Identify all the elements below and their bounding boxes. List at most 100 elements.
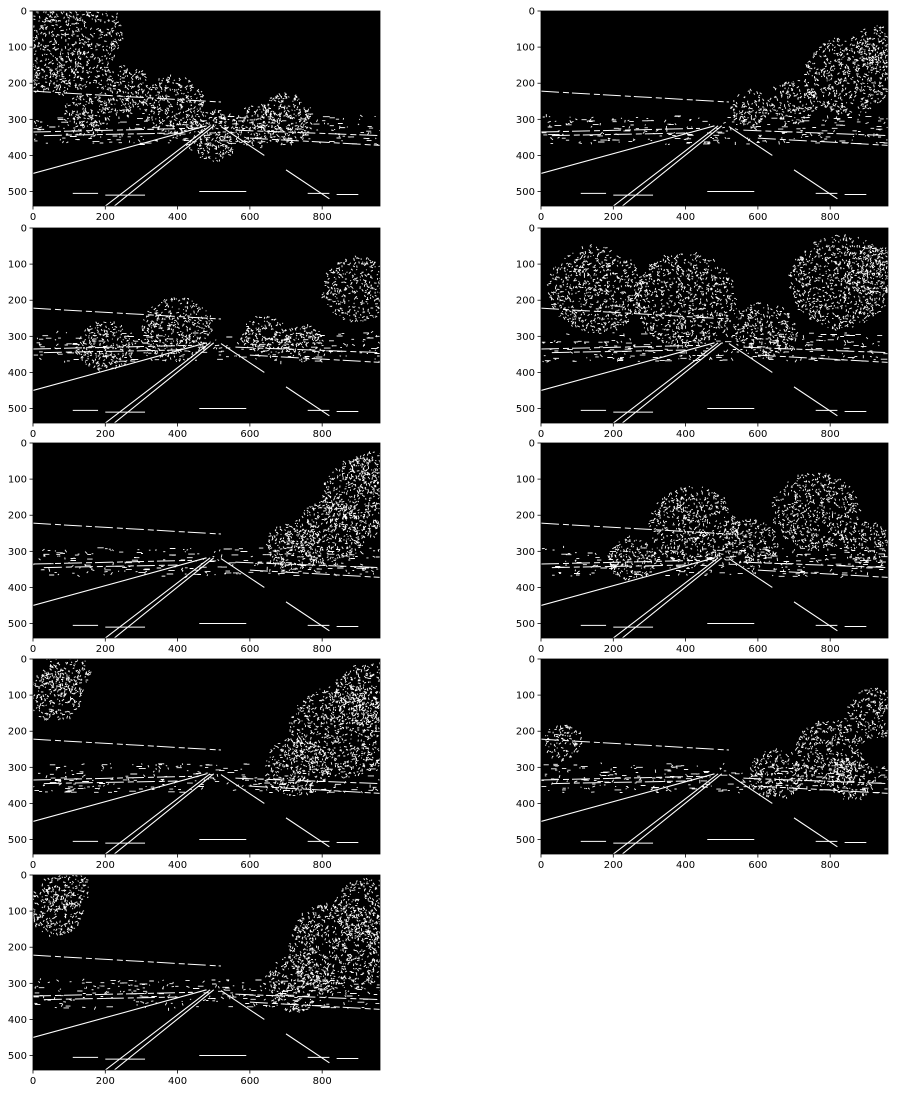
x-tick-label: 600 [748, 429, 767, 440]
x-tick-label: 200 [96, 429, 115, 440]
x-tick-label: 600 [240, 429, 259, 440]
x-tick-label: 0 [30, 212, 36, 223]
x-tick-label: 200 [604, 644, 623, 655]
edge-pixels [33, 875, 380, 1070]
y-tick-label: 200 [8, 943, 27, 954]
panel-image-background [541, 659, 888, 854]
edge-panel-1: 0 200 400 600 800 0 100 200 300 400 500 [8, 7, 381, 223]
y-tick-label: 0 [529, 224, 535, 235]
y-tick-label: 500 [8, 404, 27, 415]
x-tick-label: 800 [821, 212, 840, 223]
x-tick-label: 400 [676, 212, 695, 223]
x-tick-label: 200 [604, 860, 623, 871]
y-tick-label: 100 [516, 691, 535, 702]
x-tick-label: 800 [313, 212, 332, 223]
y-tick-label: 100 [8, 260, 27, 271]
panel-image-background [33, 228, 380, 423]
axes-frame [540, 442, 889, 639]
y-tick-label: 100 [8, 907, 27, 918]
axes-frame [32, 658, 381, 855]
x-tick-label: 200 [96, 212, 115, 223]
y-tick-label: 400 [516, 151, 535, 162]
y-tick-label: 300 [516, 763, 535, 774]
panel-image-background [33, 11, 380, 206]
edge-panel-2: 0 200 400 600 800 0 100 200 300 400 500 [516, 7, 889, 223]
y-tick-label: 200 [516, 79, 535, 90]
y-tick-label: 100 [8, 691, 27, 702]
x-tick-label: 0 [30, 644, 36, 655]
y-tick-label: 400 [516, 368, 535, 379]
horizon-edges [33, 522, 380, 578]
hood-edges [580, 191, 867, 196]
horizon-edges [541, 90, 888, 146]
y-tick-label: 500 [8, 1051, 27, 1062]
horizon-edges [33, 954, 380, 1010]
hood-edges [580, 839, 867, 844]
y-tick-label: 400 [516, 583, 535, 594]
y-tick-label: 0 [21, 871, 27, 882]
edge-panel-5: 0 200 400 600 800 0 100 200 300 400 500 [8, 439, 381, 655]
x-tick-label: 200 [604, 212, 623, 223]
y-tick-label: 0 [21, 655, 27, 666]
x-tick-label: 200 [96, 1076, 115, 1087]
y-tick-label: 400 [8, 799, 27, 810]
y-tick-label: 400 [8, 583, 27, 594]
edge-panel-4: 0 200 400 600 800 0 100 200 300 400 500 [516, 224, 889, 440]
x-tick-label: 400 [168, 644, 187, 655]
horizon-edges [33, 738, 380, 794]
y-tick-label: 0 [529, 439, 535, 450]
y-tick-label: 0 [529, 7, 535, 18]
x-tick-label: 800 [821, 429, 840, 440]
lane-line-edges [33, 125, 330, 206]
x-tick-label: 200 [604, 429, 623, 440]
x-tick-label: 800 [313, 429, 332, 440]
lane-line-edges [541, 773, 838, 854]
x-tick-label: 600 [240, 860, 259, 871]
y-tick-label: 0 [21, 224, 27, 235]
edge-panel-3: 0 200 400 600 800 0 100 200 300 400 500 [8, 224, 381, 440]
foliage-edges [33, 11, 380, 162]
horizon-edges [33, 90, 380, 146]
x-tick-label: 400 [168, 429, 187, 440]
x-tick-label: 400 [168, 1076, 187, 1087]
y-tick-label: 400 [8, 368, 27, 379]
y-tick-label: 200 [516, 727, 535, 738]
foliage-edges [33, 659, 380, 797]
edge-pixels [541, 25, 888, 206]
y-tick-label: 500 [8, 619, 27, 630]
axes-frame [540, 227, 889, 424]
axes-frame [540, 658, 889, 855]
horizon-edges [33, 307, 380, 363]
y-tick-label: 100 [8, 43, 27, 54]
edge-pixels [541, 234, 888, 423]
x-tick-label: 600 [240, 644, 259, 655]
y-tick-label: 400 [516, 799, 535, 810]
x-tick-label: 200 [96, 644, 115, 655]
hood-edges [72, 623, 359, 628]
edge-panel-6: 0 200 400 600 800 0 100 200 300 400 500 [516, 439, 889, 655]
x-tick-label: 600 [240, 212, 259, 223]
panel-image-background [33, 659, 380, 854]
y-tick-label: 500 [8, 187, 27, 198]
panel-image-background [33, 443, 380, 638]
x-tick-label: 0 [538, 644, 544, 655]
y-tick-label: 200 [516, 296, 535, 307]
y-tick-label: 300 [8, 332, 27, 343]
edge-panel-7: 0 200 400 600 800 0 100 200 300 400 500 [8, 655, 381, 871]
x-tick-label: 400 [676, 429, 695, 440]
axes-frame [32, 227, 381, 424]
y-tick-label: 200 [516, 511, 535, 522]
y-tick-label: 500 [8, 835, 27, 846]
lane-line-edges [33, 342, 330, 423]
lane-line-edges [541, 342, 838, 423]
x-tick-label: 600 [240, 1076, 259, 1087]
y-tick-label: 500 [516, 187, 535, 198]
x-tick-label: 0 [30, 429, 36, 440]
x-tick-label: 600 [748, 644, 767, 655]
axes-frame [32, 874, 381, 1071]
x-tick-label: 0 [30, 1076, 36, 1087]
hood-edges [580, 623, 867, 628]
horizon-edges [541, 738, 888, 794]
hood-edges [72, 191, 359, 196]
